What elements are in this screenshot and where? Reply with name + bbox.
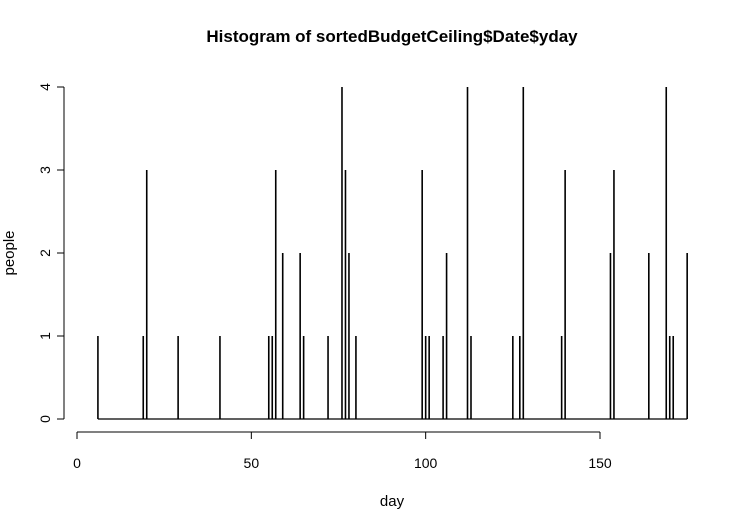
y-tick-label: 4 [37,83,53,91]
y-tick-label: 1 [37,332,53,340]
x-axis: 0 50 100 150 [73,431,612,471]
chart-title: Histogram of sortedBudgetCeiling$Date$yd… [206,27,578,46]
x-tick-label: 150 [588,455,612,471]
x-axis-label: day [380,493,405,510]
x-tick-label: 100 [414,455,438,471]
y-tick-label: 0 [37,415,53,423]
y-tick-label: 2 [37,249,53,257]
y-axis-label: people [1,230,18,275]
bars [97,87,688,419]
y-axis: 0 1 2 3 4 [37,83,65,423]
x-tick-label: 50 [244,455,260,471]
x-tick-label: 0 [73,455,81,471]
y-tick-label: 3 [37,166,53,174]
